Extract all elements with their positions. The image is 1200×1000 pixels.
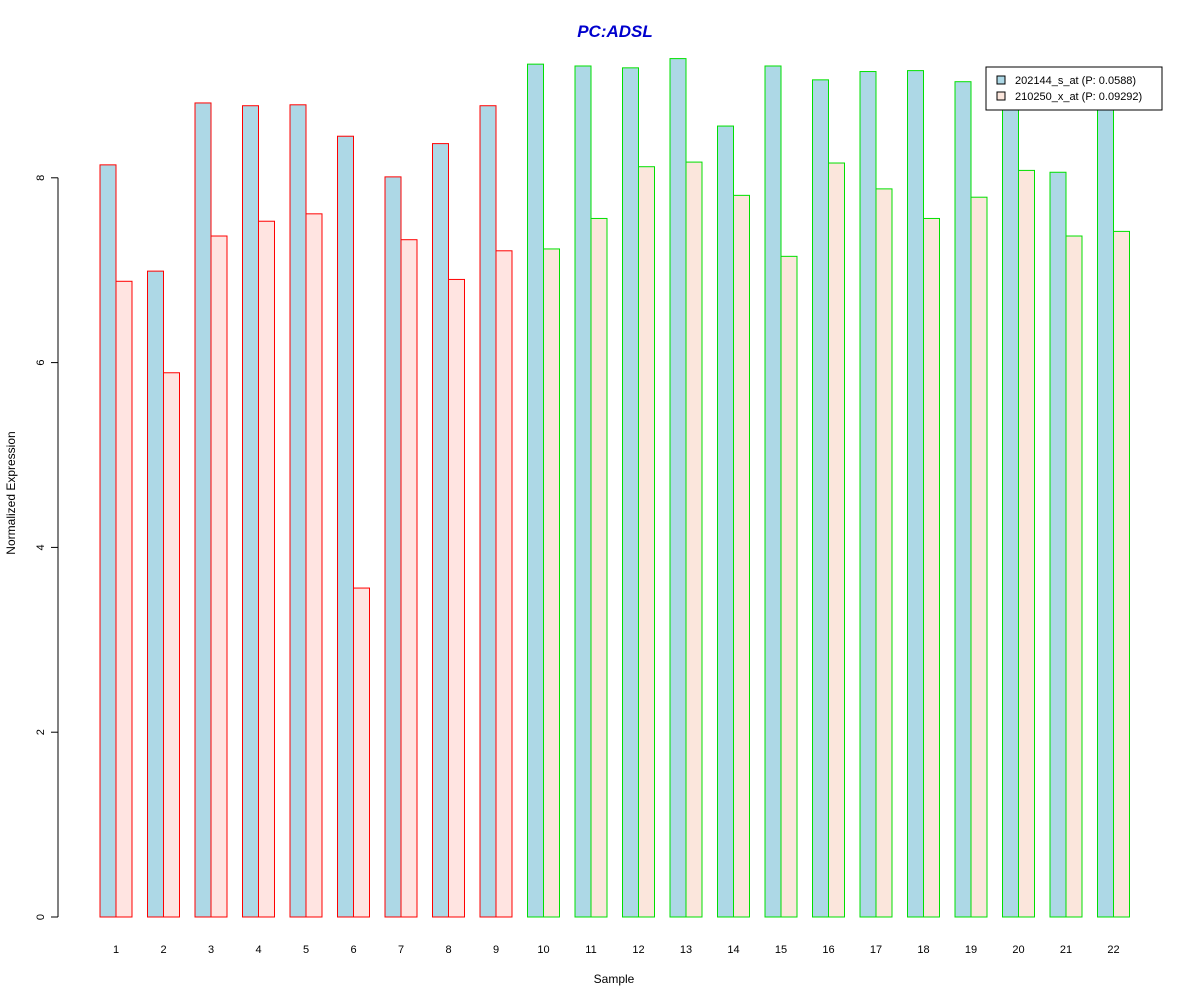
- bar-sample-9-series-2: [495, 250, 513, 918]
- bar-sample-2-series-2: [163, 372, 180, 918]
- x-tick-label: 6: [350, 944, 356, 956]
- bar-sample-17-series-2: [875, 188, 893, 918]
- bar-sample-6-series-2: [353, 587, 370, 918]
- x-tick-label: 13: [680, 944, 692, 956]
- bars: [99, 58, 1130, 918]
- x-tick-label: 15: [775, 944, 787, 956]
- bar-sample-18-series-1: [907, 70, 924, 918]
- x-tick-label: 18: [917, 944, 929, 956]
- x-tick-label: 11: [585, 944, 596, 956]
- bar-sample-21-series-2: [1065, 235, 1083, 918]
- bar-sample-16-series-2: [828, 162, 845, 918]
- x-tick-label: 19: [965, 944, 977, 956]
- legend-swatch-series-1: [996, 75, 1006, 85]
- bar-sample-20-series-2: [1018, 169, 1035, 918]
- y-tick-label: 0: [35, 914, 47, 920]
- legend-label-series-1: 202144_s_at (P: 0.0588): [1015, 75, 1136, 87]
- bar-sample-14-series-1: [717, 125, 734, 918]
- x-tick-label: 8: [445, 944, 451, 956]
- bar-sample-4-series-2: [258, 220, 275, 918]
- bar-sample-5-series-2: [305, 213, 323, 918]
- bar-sample-15-series-1: [764, 65, 782, 918]
- bar-sample-22-series-1: [1097, 105, 1114, 918]
- x-tick-label: 3: [208, 944, 214, 956]
- bar-sample-2-series-1: [147, 270, 164, 918]
- y-tick-label: 6: [35, 360, 47, 366]
- y-tick-label: 4: [35, 544, 47, 550]
- x-tick-label: 5: [303, 944, 309, 956]
- bar-sample-16-series-1: [812, 79, 829, 918]
- bar-sample-8-series-2: [448, 278, 465, 918]
- bar-sample-10-series-2: [543, 248, 560, 918]
- bar-sample-1-series-2: [115, 280, 133, 918]
- bar-sample-19-series-1: [954, 81, 972, 918]
- bar-sample-3-series-1: [194, 102, 212, 918]
- bar-sample-11-series-1: [574, 65, 592, 918]
- x-tick-label: 4: [255, 944, 261, 956]
- bar-sample-15-series-2: [780, 255, 798, 918]
- bar-sample-5-series-1: [289, 104, 307, 918]
- bar-sample-6-series-1: [337, 135, 354, 918]
- y-axis-title: Normalized Expression: [4, 431, 18, 554]
- bar-sample-17-series-1: [859, 71, 877, 918]
- bar-sample-8-series-1: [432, 143, 449, 918]
- bar-sample-13-series-2: [685, 161, 703, 918]
- legend-box: [985, 66, 1163, 111]
- bar-sample-14-series-2: [733, 194, 750, 918]
- bar-sample-13-series-1: [669, 58, 687, 918]
- legend: 202144_s_at (P: 0.0588) 210250_x_at (P: …: [985, 66, 1163, 111]
- x-tick-label: 20: [1012, 944, 1024, 956]
- bar-sample-10-series-1: [527, 63, 544, 918]
- x-tick-label: 14: [727, 944, 739, 956]
- x-tick-label: 9: [493, 944, 499, 956]
- chart-title: PC:ADSL: [577, 22, 653, 41]
- x-tick-label: 10: [537, 944, 549, 956]
- x-axis-title: Sample: [594, 972, 635, 986]
- legend-swatch-series-2: [996, 91, 1006, 101]
- x-tick-label: 1: [113, 944, 119, 956]
- bar-sample-19-series-2: [970, 196, 988, 918]
- bar-sample-7-series-1: [384, 176, 402, 918]
- x-tick-label: 22: [1107, 944, 1119, 956]
- bar-sample-1-series-1: [99, 164, 117, 918]
- y-axis: 0 2 4 6 8: [35, 175, 59, 920]
- x-tick-label: 21: [1060, 944, 1072, 956]
- bar-sample-9-series-1: [479, 105, 497, 918]
- y-tick-label: 8: [35, 175, 47, 181]
- bar-sample-21-series-1: [1049, 171, 1067, 918]
- x-tick-label: 7: [398, 944, 404, 956]
- legend-label-series-2: 210250_x_at (P: 0.09292): [1015, 91, 1142, 103]
- bar-sample-4-series-1: [242, 105, 259, 918]
- bar-sample-20-series-1: [1002, 107, 1019, 918]
- bar-sample-22-series-2: [1113, 230, 1130, 918]
- y-tick-label: 2: [35, 729, 47, 735]
- x-tick-label: 17: [870, 944, 882, 956]
- bar-sample-12-series-2: [638, 166, 655, 918]
- bar-sample-18-series-2: [923, 217, 940, 918]
- bar-sample-12-series-1: [622, 67, 639, 918]
- x-tick-label: 12: [632, 944, 644, 956]
- x-tick-label: 16: [822, 944, 834, 956]
- bar-sample-7-series-2: [400, 239, 418, 918]
- bar-sample-11-series-2: [590, 217, 608, 918]
- bar-sample-3-series-2: [210, 235, 228, 918]
- x-axis-tick-labels: 1 2 3 4 5 6 7 8 9 10 11 12 13 14 15 16 17 18 19 20 21 22: [113, 944, 1120, 956]
- x-tick-label: 2: [160, 944, 166, 956]
